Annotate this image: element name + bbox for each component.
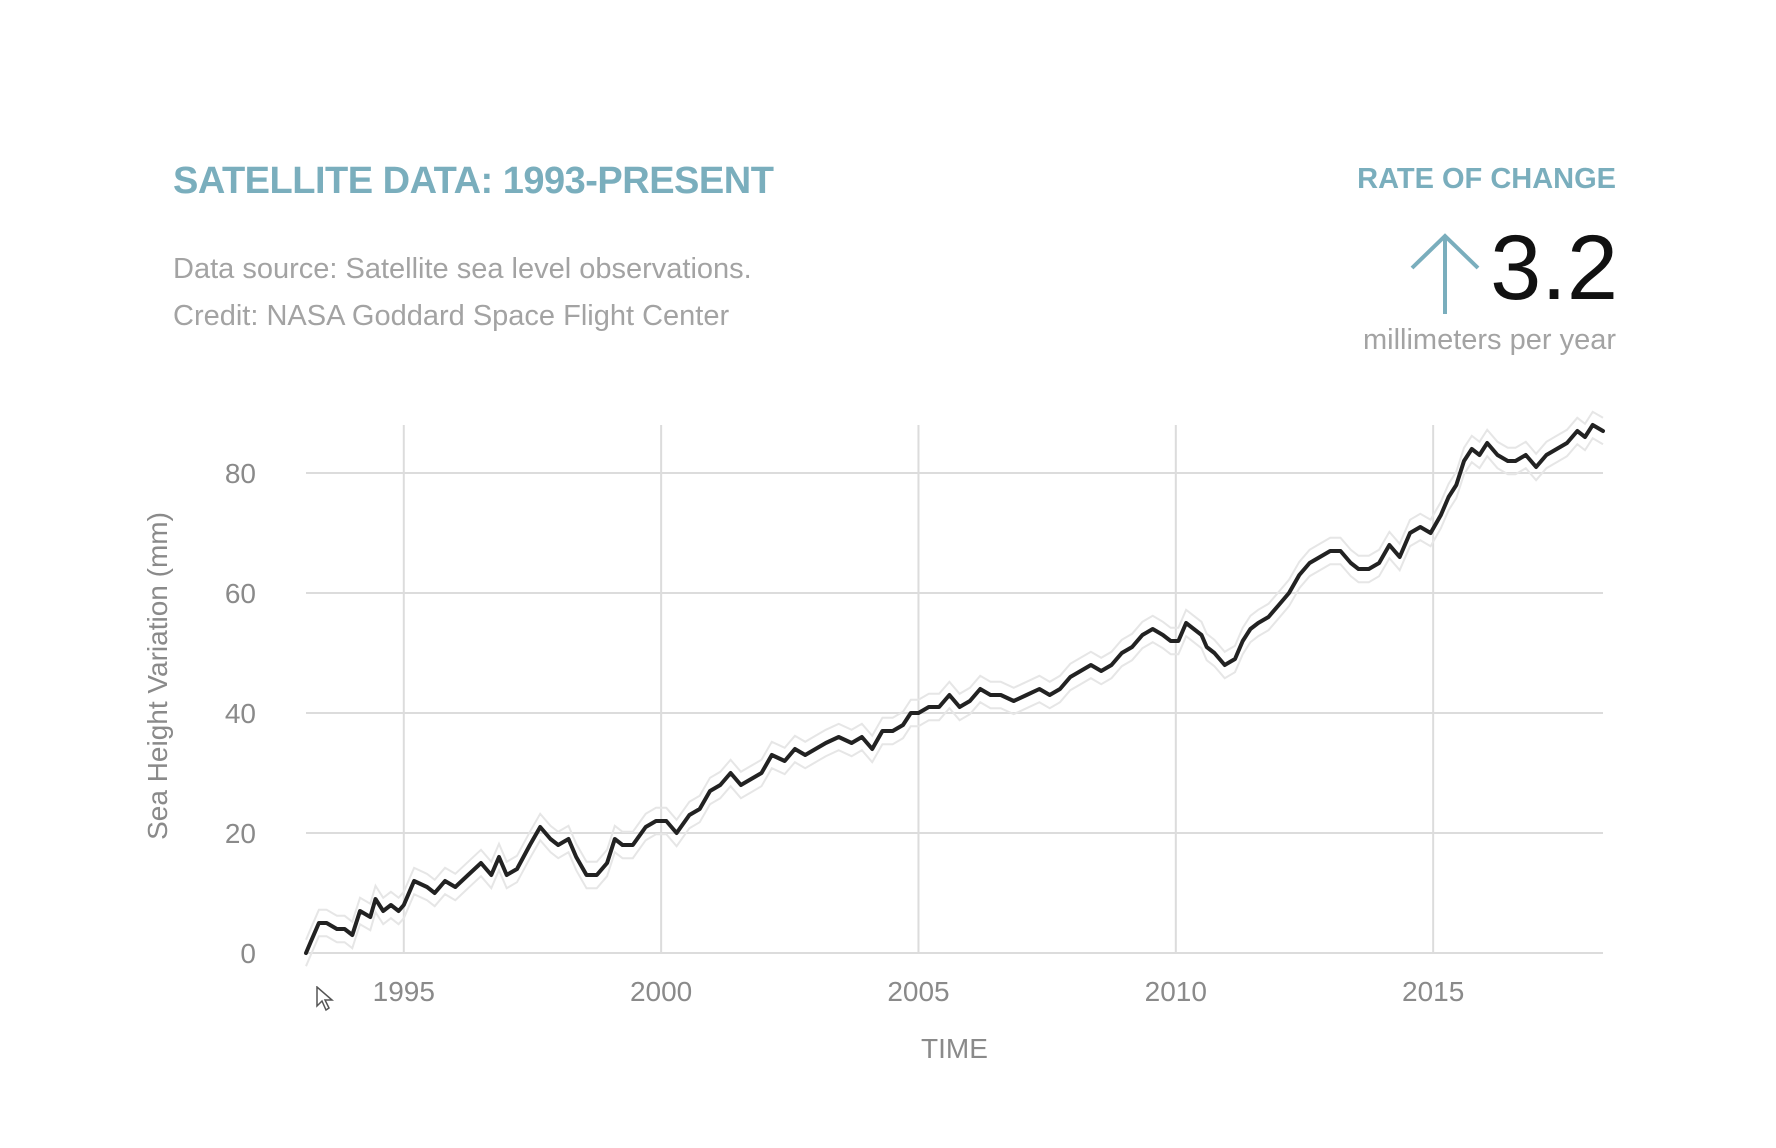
rate-value: 3.2: [1490, 217, 1618, 319]
y-tick-label: 60: [225, 578, 256, 609]
data-source-text: Data source: Satellite sea level observa…: [173, 246, 752, 340]
x-tick-label: 2005: [887, 976, 949, 1007]
arrow-up-icon: [1410, 233, 1480, 314]
x-axis-label: TIME: [921, 1033, 988, 1064]
rate-of-change-value-group: 3.2: [1408, 222, 1618, 314]
credit-line: Credit: NASA Goddard Space Flight Center: [173, 300, 730, 332]
x-tick-label: 1995: [373, 976, 435, 1007]
y-tick-label: 40: [225, 698, 256, 729]
series-upper-band: [305, 410, 1604, 941]
x-tick-label: 2000: [630, 976, 692, 1007]
y-tick-label: 0: [240, 938, 256, 969]
y-tick-label: 20: [225, 818, 256, 849]
x-tick-label: 2015: [1402, 976, 1464, 1007]
source-line: Data source: Satellite sea level observa…: [173, 253, 752, 285]
series-lower-band: [305, 436, 1604, 967]
rate-of-change-label: RATE OF CHANGE: [1357, 163, 1616, 195]
chart-title: SATELLITE DATA: 1993-PRESENT: [173, 160, 774, 202]
x-tick-label: 2010: [1145, 976, 1207, 1007]
y-tick-label: 80: [225, 458, 256, 489]
mouse-cursor-icon: [316, 986, 334, 1012]
rate-unit: millimeters per year: [1363, 324, 1616, 356]
series-line: [304, 423, 1605, 955]
y-axis-label: Sea Height Variation (mm): [142, 512, 173, 840]
